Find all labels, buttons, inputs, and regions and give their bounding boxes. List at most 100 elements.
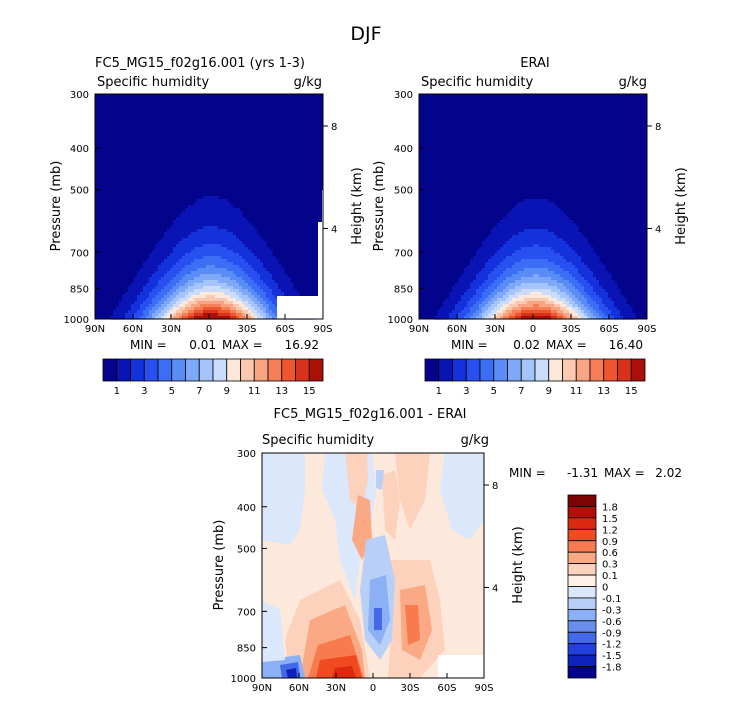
field-cell [227,268,231,272]
field-cell [557,229,561,233]
field-cell [569,262,573,266]
field-cell [143,307,147,311]
field-cell [194,280,198,284]
field-cell [545,262,549,266]
field-cell [473,271,477,275]
field-cell [227,232,231,236]
field-cell [221,283,225,287]
field-cell [530,211,534,215]
field-cell [152,268,156,272]
field-cell [494,244,498,248]
field-cell [548,283,552,287]
field-cell [182,232,186,236]
field-cell [530,214,534,218]
colorbar: 1 3 5 7 9 11 13 15 [424,358,646,397]
field-cell [596,295,600,299]
field-cell [464,307,468,311]
field-cell [224,268,228,272]
field-cell [515,235,519,239]
field-cell [272,304,276,308]
field-cell [173,220,177,224]
field-cell [215,298,219,302]
field-cell [590,304,594,308]
field-cell [527,247,531,251]
field-cell [587,274,591,278]
field-cell [134,292,138,296]
field-cell [548,313,552,317]
field-cell [224,244,228,248]
field-cell [170,280,174,284]
field-cell [518,202,522,206]
field-cell [554,235,558,239]
field-cell [464,283,468,287]
field-cell [155,247,159,251]
field-cell [239,301,243,305]
field-cell [248,298,252,302]
field-cell [203,229,207,233]
field-cell [566,259,570,263]
field-cell [572,274,576,278]
field-cell [173,262,177,266]
field-cell [155,271,159,275]
field-cell [548,205,552,209]
field-cell [158,298,162,302]
field-cell [221,310,225,314]
field-cell [539,286,543,290]
field-cell [224,265,228,269]
field-cell [572,226,576,230]
field-cell [125,295,129,299]
field-cell [551,289,555,293]
field-cell [200,274,204,278]
field-cell [545,199,549,203]
field-cell [476,310,480,314]
field-cell [203,298,207,302]
field-cell [464,295,468,299]
field-cell [173,274,177,278]
field-cell [500,271,504,275]
field-cell [212,280,216,284]
field-cell [224,223,228,227]
field-cell [539,277,543,281]
field-cell [623,316,627,320]
field-cell [473,265,477,269]
field-cell [527,274,531,278]
field-cell [221,295,225,299]
field-cell [578,253,582,257]
field-cell [578,307,582,311]
field-cell [224,226,228,230]
field-cell [206,214,210,218]
field-cell [218,217,222,221]
field-cell [245,265,249,269]
field-cell [554,241,558,245]
field-cell [581,277,585,281]
field-cell [608,304,612,308]
field-cell [221,199,225,203]
field-cell [521,313,525,317]
field-cell [578,241,582,245]
field-cell [521,277,525,281]
field-cell [197,277,201,281]
field-cell [152,295,156,299]
field-cell [479,256,483,260]
field-cell [260,280,264,284]
field-cell [230,247,234,251]
field-cell [209,226,213,230]
field-cell [509,289,513,293]
field-cell [509,277,513,281]
field-cell [140,292,144,296]
field-cell [146,277,150,281]
max-label: MAX = [546,338,587,352]
field-cell [569,280,573,284]
field-cell [533,247,537,251]
field-cell [512,229,516,233]
field-cell [218,283,222,287]
field-cell [584,253,588,257]
field-cell [551,223,555,227]
field-cell [590,307,594,311]
field-cell [599,298,603,302]
field-cell [173,244,177,248]
field-cell [551,232,555,236]
field-cell [482,256,486,260]
field-cell [581,286,585,290]
field-cell [488,271,492,275]
